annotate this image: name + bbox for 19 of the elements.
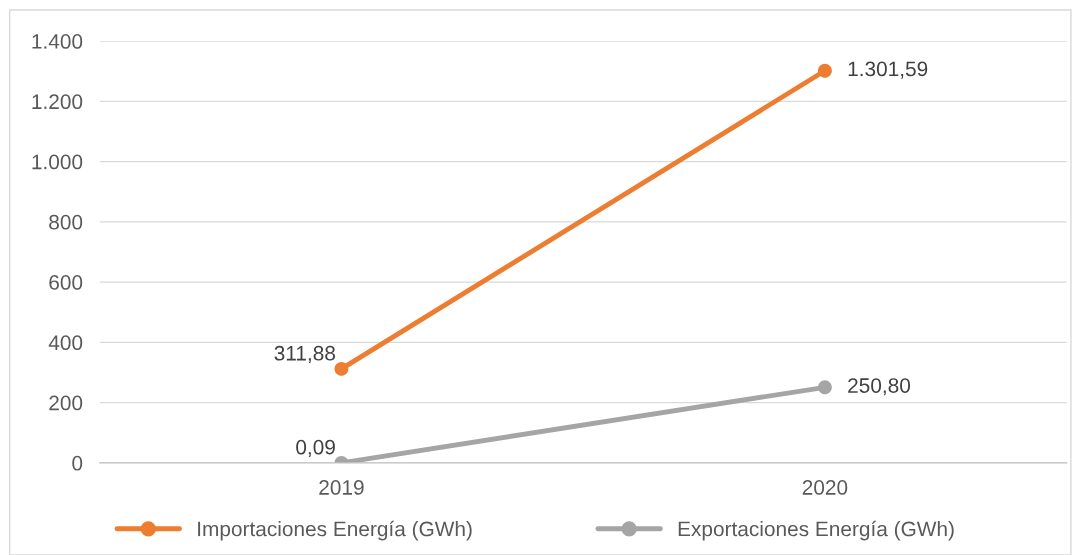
data-label: 311,88 <box>274 345 335 364</box>
x-tick-label: 2020 <box>802 480 848 495</box>
point <box>817 63 832 78</box>
y-tick-label: 600 <box>49 275 83 290</box>
point <box>334 361 349 376</box>
y-tick-label: 1.200 <box>32 94 83 110</box>
y-tick-label: 1.000 <box>32 154 83 170</box>
legend-label: Importaciones Energía (GWh) <box>198 520 472 541</box>
x-tick-label: 2019 <box>319 480 364 495</box>
y-tick-label: 400 <box>48 335 83 351</box>
y-tick-label: 200 <box>49 395 83 411</box>
data-label: 0,09 <box>296 439 335 458</box>
y-tick-label: 1.400 <box>32 34 83 49</box>
point <box>817 380 832 395</box>
data-label: 250,80 <box>848 378 911 396</box>
y-tick-label: 800 <box>49 214 83 230</box>
y-tick-label: 0 <box>72 455 83 471</box>
data-label: 1.301,59 <box>848 61 928 79</box>
legend-label: Exportaciones Energía (GWh) <box>678 520 954 541</box>
